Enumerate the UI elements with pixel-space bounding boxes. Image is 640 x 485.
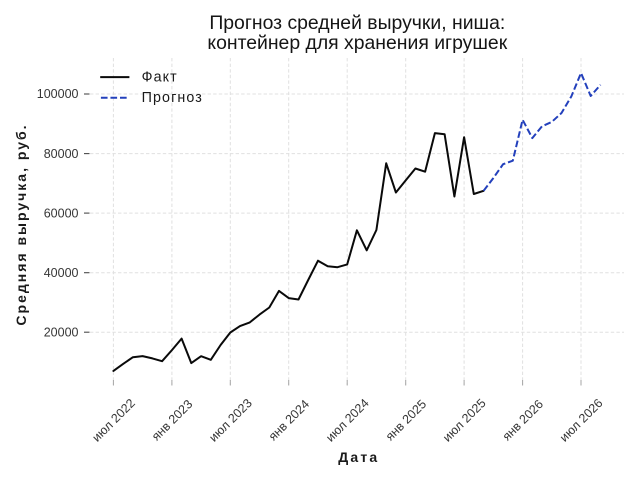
svg-text:Прогноз средней выручки, ниша:: Прогноз средней выручки, ниша:	[209, 12, 505, 34]
svg-text:20000: 20000	[44, 325, 79, 339]
svg-text:Факт: Факт	[142, 70, 178, 86]
svg-text:Дата: Дата	[338, 449, 379, 465]
svg-text:контейнер для хранения игрушек: контейнер для хранения игрушек	[207, 32, 507, 54]
svg-text:100000: 100000	[37, 87, 79, 101]
svg-text:Средняя выручка, руб.: Средняя выручка, руб.	[13, 123, 29, 325]
svg-text:80000: 80000	[44, 147, 79, 161]
svg-text:40000: 40000	[44, 266, 79, 280]
svg-text:Прогноз: Прогноз	[142, 90, 203, 106]
svg-text:60000: 60000	[44, 206, 79, 220]
